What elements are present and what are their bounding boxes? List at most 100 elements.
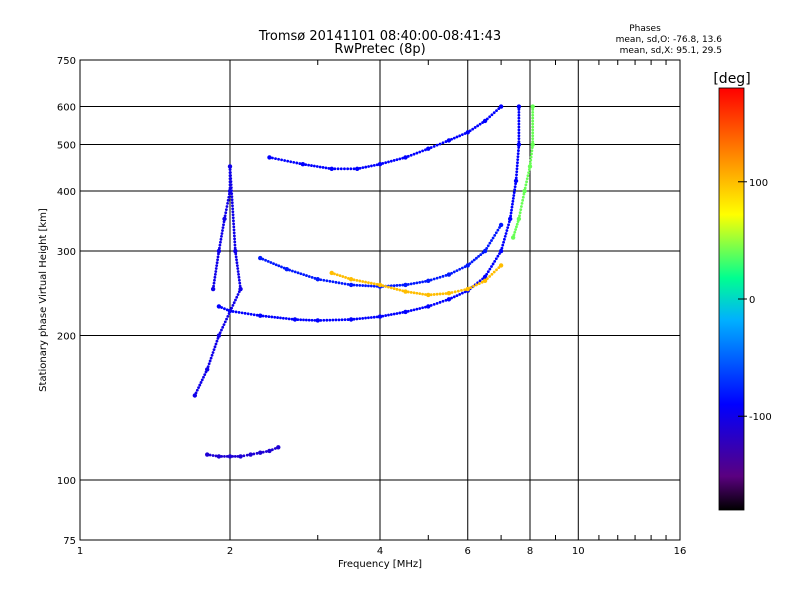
trace-sample [490,113,494,117]
trace-sample [223,307,226,311]
trace-sample [412,152,416,156]
trace-sample [197,386,200,390]
trace-sample [284,317,288,320]
trace-sample [214,267,218,270]
trace-sample [491,236,495,240]
trace-sample [270,315,274,319]
trace-sample [468,262,472,265]
data-point [216,304,222,309]
grid-lines [80,60,680,540]
trace-sample [375,163,379,167]
trace-sample [528,161,532,165]
trace-sample [497,266,501,270]
trace-sample [387,313,390,317]
trace-sample [216,255,220,259]
trace-sample [531,108,535,111]
trace-sample [235,295,239,299]
trace-sample [352,317,356,321]
trace-sample [255,313,259,317]
trace-sample [516,152,520,156]
trace-sample [337,281,341,285]
data-point [403,155,408,160]
data-point [300,161,306,167]
trace-sample [432,144,436,148]
trace-sample [310,276,314,279]
trace-sample [472,258,476,262]
trace-sample [230,189,233,193]
trace-sample [321,166,325,169]
trace-sample [346,282,350,286]
colorbar-label: [deg] [713,71,750,87]
trace-sample [514,182,517,186]
trace-sample [530,152,533,156]
trace-sample [319,278,323,282]
data-point [465,130,470,135]
trace-sample [392,287,396,290]
trace-sample [495,268,498,272]
y-tick-label: 75 [63,536,76,547]
trace-sample [495,109,498,113]
trace-sample [207,362,211,366]
x-tick-label: 6 [465,546,471,557]
trace-sample [455,294,459,297]
trace-sample [216,258,219,262]
trace-sample [307,163,310,167]
chart-subtitle: RwPretec (8p) [334,42,425,57]
trace-sample [236,270,240,273]
axis-ticks: 1 2 4 6 8 10 16 75 100 200 300 400 500 600 750 [57,56,686,557]
trace-sample [516,161,519,165]
data-point [498,104,504,109]
data-point [216,248,222,254]
trace-sample [352,278,356,282]
trace-sample [432,277,436,281]
data-point [216,333,222,338]
trace-sample [463,132,467,135]
trace-sample [322,318,326,322]
trace-sample [231,455,235,458]
data-point [482,278,488,284]
trace-sample [515,170,519,174]
trace-sample [231,216,235,220]
trace-sample [367,281,370,285]
data-point [522,188,527,194]
data-point [216,454,222,459]
trace-sample [470,260,474,264]
trace-sample [234,310,238,314]
trace-sample [488,115,492,119]
trace-sample [340,318,344,322]
x-tick-label: 2 [227,546,233,557]
colorbar-tick-label: 100 [749,178,768,189]
trace-sample [384,284,388,288]
trace-sample [406,290,410,294]
trace-sample [228,309,232,313]
trace-sample [274,157,277,161]
trace-sample [392,159,396,162]
trace-sample [429,278,433,282]
trace-sample [273,447,277,450]
trace-sample [494,231,498,235]
trace-sample [349,167,353,171]
trace-sample [220,455,224,458]
trace-sample [517,116,521,120]
trace-sample [211,454,215,457]
trace-sample [229,177,233,180]
trace-sample [429,146,433,149]
trace-sample [234,255,238,259]
trace-sample [343,318,347,322]
trace-sample [475,283,478,287]
trace-sample [412,308,416,312]
data-point [204,452,210,457]
trace-sample [460,266,464,270]
trace-sample [225,308,229,312]
trace-sample [290,317,294,321]
trace-sample [444,274,448,277]
trace-sample [513,230,517,234]
trace-sample [398,157,402,161]
trace-sample [527,168,531,171]
trace-sample [432,302,436,306]
trace-sample [355,278,359,282]
trace-sample [213,273,217,276]
x-tick-label: 16 [674,546,687,557]
trace-sample [475,256,478,260]
trace-sample [216,336,220,340]
